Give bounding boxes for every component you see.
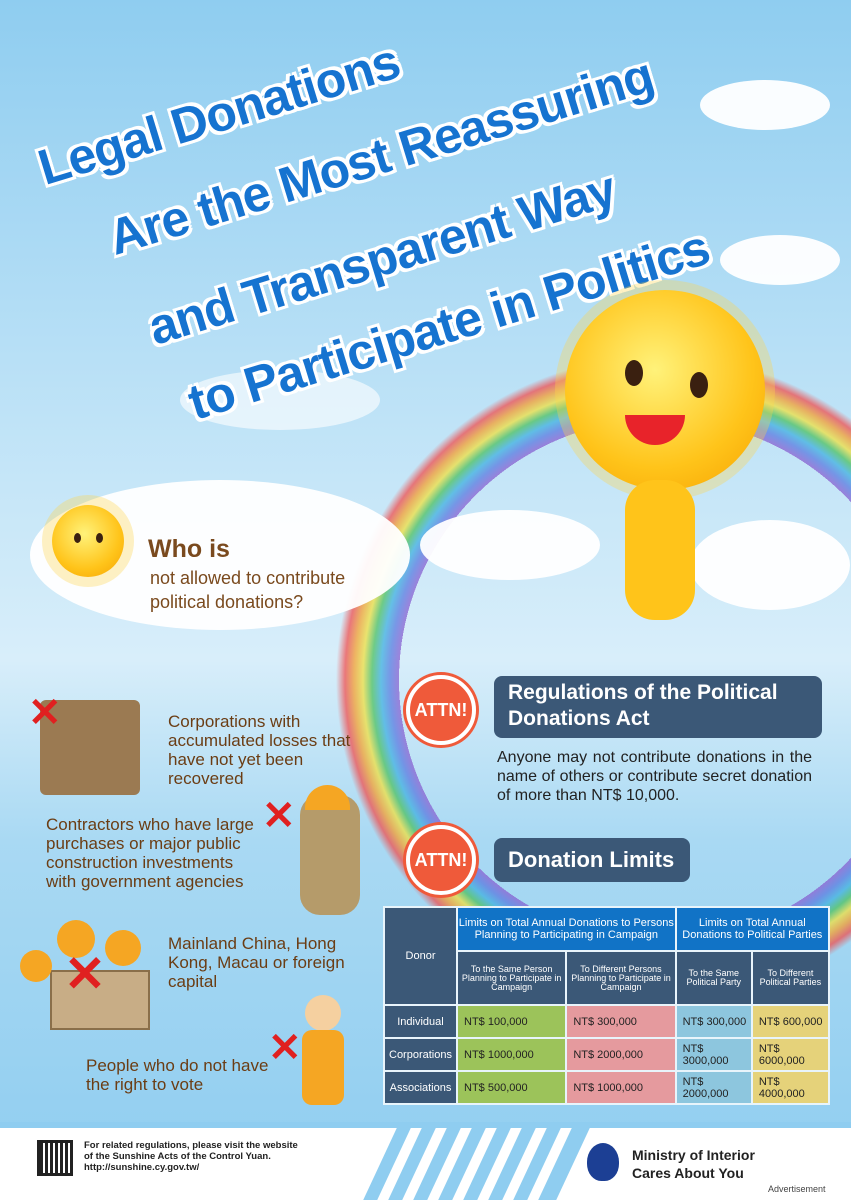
table-cell: NT$ 1000,000 bbox=[565, 1070, 677, 1105]
eye bbox=[96, 533, 103, 543]
cloud bbox=[700, 80, 830, 130]
attn-badge: ATTN! bbox=[406, 825, 476, 895]
donation-limits-banner: Donation Limits bbox=[494, 838, 690, 882]
row-label: Individual bbox=[383, 1004, 458, 1039]
who-heading: Who is bbox=[148, 535, 230, 563]
coin bbox=[20, 950, 52, 982]
advertisement-label: Advertisement bbox=[768, 1184, 826, 1194]
eye bbox=[625, 360, 643, 386]
row-label: Corporations bbox=[383, 1037, 458, 1072]
item-no-voting-right: People who do not have the right to vote bbox=[86, 1056, 269, 1094]
table-cell: NT$ 600,000 bbox=[750, 1004, 831, 1039]
x-mark-icon: ✕ bbox=[268, 1026, 302, 1070]
attn-badge: ATTN! bbox=[406, 675, 476, 745]
table-cell: NT$ 1000,000 bbox=[455, 1037, 568, 1072]
who-subtitle: political donations? bbox=[150, 592, 304, 612]
x-mark-icon: ✕ bbox=[28, 691, 62, 735]
desk-illustration bbox=[40, 700, 140, 795]
eye bbox=[690, 372, 708, 398]
column-header: To the Same Political Party bbox=[674, 950, 753, 1006]
row-label: Associations bbox=[383, 1070, 458, 1105]
table-cell: NT$ 3000,000 bbox=[674, 1037, 753, 1072]
table-cell: NT$ 300,000 bbox=[565, 1004, 677, 1039]
footer-text: of the Sunshine Acts of the Control Yuan… bbox=[84, 1151, 271, 1162]
footer-url[interactable]: http://sunshine.cy.gov.tw/ bbox=[84, 1162, 200, 1173]
box-illustration bbox=[50, 970, 150, 1030]
footer: For related regulations, please visit th… bbox=[0, 1122, 851, 1200]
table-row: Associations NT$ 500,000 NT$ 1000,000 NT… bbox=[383, 1070, 831, 1105]
footer-text: For related regulations, please visit th… bbox=[84, 1140, 298, 1151]
table-cell: NT$ 2000,000 bbox=[674, 1070, 753, 1105]
who-subtitle: not allowed to contribute bbox=[150, 568, 346, 588]
table-cell: NT$ 2000,000 bbox=[565, 1037, 677, 1072]
ministry-name: Ministry of Interior bbox=[632, 1147, 755, 1163]
coin bbox=[105, 930, 141, 966]
cloud bbox=[690, 520, 850, 610]
eye bbox=[74, 533, 81, 543]
ministry-logo-icon bbox=[587, 1143, 619, 1181]
table-cell: NT$ 6000,000 bbox=[750, 1037, 831, 1072]
coin bbox=[57, 920, 95, 958]
sun-mascot-body bbox=[625, 480, 695, 620]
contractor-illustration bbox=[300, 795, 360, 915]
child-illustration bbox=[305, 995, 341, 1031]
header-group-campaign: Limits on Total Annual Donations to Pers… bbox=[456, 906, 677, 952]
table-cell: NT$ 100,000 bbox=[455, 1004, 568, 1039]
sun-mascot-small bbox=[52, 505, 124, 577]
mouth bbox=[625, 415, 685, 445]
qr-code-icon[interactable] bbox=[37, 1140, 73, 1176]
header-group-parties: Limits on Total Annual Donations to Poli… bbox=[674, 906, 831, 952]
item-contractors: Contractors who have large purchases or … bbox=[46, 815, 254, 891]
regulations-banner: Regulations of the Political Donations A… bbox=[494, 676, 822, 738]
table-row: Corporations NT$ 1000,000 NT$ 2000,000 N… bbox=[383, 1037, 831, 1072]
ministry-slogan: Cares About You bbox=[632, 1165, 744, 1181]
table-cell: NT$ 300,000 bbox=[674, 1004, 753, 1039]
regulations-text: Anyone may not contribute donations in t… bbox=[497, 749, 812, 804]
donation-limits-table: Donor Limits on Total Annual Donations t… bbox=[383, 906, 831, 1105]
x-mark-icon: ✕ bbox=[64, 946, 106, 1002]
footer-info: For related regulations, please visit th… bbox=[84, 1140, 298, 1173]
table-row: Individual NT$ 100,000 NT$ 300,000 NT$ 3… bbox=[383, 1004, 831, 1039]
cloud bbox=[720, 235, 840, 285]
item-corporations: Corporations with accumulated losses tha… bbox=[168, 712, 351, 788]
ministry-block: Ministry of Interior Cares About You bbox=[632, 1146, 755, 1182]
x-mark-icon: ✕ bbox=[262, 794, 296, 838]
column-header: To Different Persons Planning to Partici… bbox=[565, 950, 677, 1006]
cloud bbox=[180, 370, 380, 430]
child-body bbox=[302, 1030, 344, 1105]
item-foreign-capital: Mainland China, Hong Kong, Macau or fore… bbox=[168, 934, 345, 991]
sun-mascot-large bbox=[565, 290, 765, 490]
cloud bbox=[420, 510, 600, 580]
table-cell: NT$ 500,000 bbox=[455, 1070, 568, 1105]
column-header: To the Same Person Planning to Participa… bbox=[455, 950, 568, 1006]
table-cell: NT$ 4000,000 bbox=[750, 1070, 831, 1105]
column-header: To Different Political Parties bbox=[750, 950, 831, 1006]
header-donor: Donor bbox=[383, 906, 458, 1006]
